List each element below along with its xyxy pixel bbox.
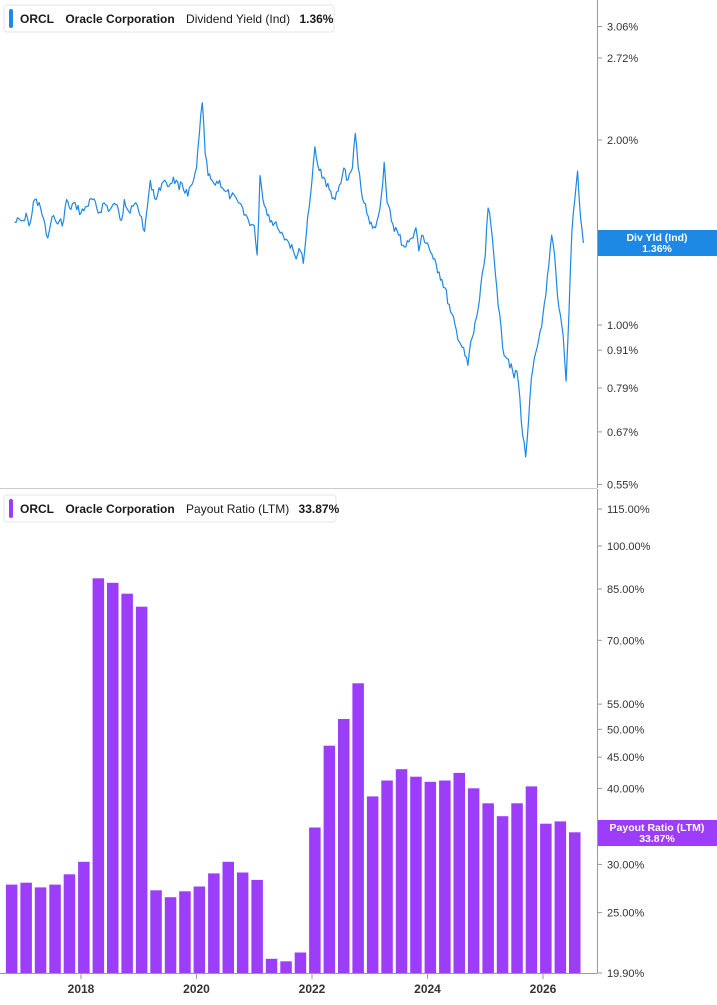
svg-text:ORCL Oracle Corporatio: ORCL Oracle Corporation Dividend Yield (…	[20, 12, 334, 26]
bottom-value-tag-box	[598, 820, 717, 846]
top-legend-box	[3, 4, 335, 33]
payout-ratio-bar[interactable]	[410, 776, 422, 973]
payout-ratio-bar[interactable]	[63, 874, 76, 973]
bottom-value-tag-label: Payout Ratio (LTM)	[610, 822, 705, 834]
payout-ratio-bars	[5, 578, 581, 974]
payout-ratio-bar[interactable]	[280, 961, 292, 973]
bottom-y-tick-label: 45.00%	[607, 752, 645, 764]
payout-ratio-bar[interactable]	[467, 788, 480, 973]
x-tick-label: 2024	[414, 982, 441, 996]
x-tick-label: 2022	[299, 982, 326, 996]
payout-ratio-bar[interactable]	[135, 606, 148, 973]
payout-ratio-bar[interactable]	[569, 832, 581, 973]
bottom-panel: 115.00% 100.00% 85.00% 70.00% 55.00% 50.00% 45…	[0, 489, 717, 996]
payout-ratio-bar[interactable]	[424, 781, 437, 973]
bottom-legend-swatch	[9, 499, 13, 518]
top-y-tick-label: 0.79%	[607, 383, 638, 395]
bottom-y-ticks: 115.00% 100.00% 85.00% 70.00% 55.00% 50.00% 45…	[597, 504, 651, 980]
top-legend: ORCL Oracle Corporation Dividend Yield (…	[3, 4, 335, 33]
payout-ratio-bar[interactable]	[366, 796, 379, 973]
payout-ratio-bar[interactable]	[439, 780, 451, 974]
bottom-legend-box	[3, 494, 337, 523]
top-y-tick-label: 2.00%	[607, 135, 638, 147]
payout-ratio-bar[interactable]	[222, 861, 235, 973]
top-value-tag-label: Div Yld (Ind)	[626, 232, 687, 244]
payout-ratio-bar[interactable]	[92, 578, 105, 973]
bottom-y-tick-label: 30.00%	[607, 859, 645, 871]
payout-ratio-bar[interactable]	[78, 861, 90, 973]
bottom-value-tag: Payout Ratio (LTM) 33.87%	[598, 820, 717, 846]
payout-ratio-bar[interactable]	[251, 879, 263, 973]
top-y-tick-label: 2.72%	[607, 53, 638, 65]
payout-ratio-bar[interactable]	[540, 823, 552, 973]
bottom-y-tick-label: 25.00%	[607, 908, 645, 920]
payout-ratio-bar[interactable]	[5, 884, 18, 973]
dividend-yield-line[interactable]	[14, 102, 584, 458]
bottom-y-tick-label: 19.90%	[607, 968, 645, 980]
payout-ratio-bar[interactable]	[164, 897, 177, 973]
top-panel: 3.06% 2.72% 2.00% 1.00% 0.91% 0.79% 0.67% 0.55%…	[0, 0, 717, 492]
payout-ratio-bar[interactable]	[179, 891, 191, 973]
bottom-y-tick-label: 50.00%	[607, 724, 645, 736]
top-y-tick-label: 0.55%	[607, 480, 638, 492]
payout-ratio-bar[interactable]	[453, 772, 466, 973]
svg-text:ORCL Oracle Corporatio: ORCL Oracle Corporation Payout Ratio (LT…	[20, 502, 340, 516]
payout-ratio-bar[interactable]	[121, 593, 133, 973]
top-legend-value: 1.36%	[299, 12, 333, 26]
bottom-legend-metric: Payout Ratio (LTM)	[186, 502, 289, 516]
bottom-y-tick-label: 115.00%	[607, 504, 650, 516]
bottom-y-tick-label: 100.00%	[607, 541, 651, 553]
x-tick-label: 2018	[68, 982, 95, 996]
top-value-tag-value: 1.36%	[642, 243, 672, 255]
bottom-y-tick-label: 85.00%	[607, 584, 645, 596]
top-legend-metric: Dividend Yield (Ind)	[186, 12, 290, 26]
bottom-legend-value: 33.87%	[299, 502, 340, 516]
bottom-legend-ticker: ORCL	[20, 502, 54, 516]
bottom-y-tick-label: 55.00%	[607, 699, 645, 711]
top-y-ticks: 3.06% 2.72% 2.00% 1.00% 0.91% 0.79% 0.67% 0.55%	[597, 21, 638, 492]
top-legend-ticker: ORCL	[20, 12, 54, 26]
top-y-tick-label: 3.06%	[607, 21, 638, 33]
payout-ratio-bar[interactable]	[20, 882, 32, 973]
payout-ratio-bar[interactable]	[352, 683, 364, 973]
bottom-legend-company: Oracle Corporation	[65, 502, 174, 516]
bottom-y-tick-label: 70.00%	[607, 635, 645, 647]
x-axis-ticks: 2018 2020 2022 2024 2026	[68, 973, 557, 996]
payout-ratio-bar[interactable]	[208, 873, 220, 973]
payout-ratio-bar[interactable]	[395, 769, 408, 973]
payout-ratio-bar[interactable]	[294, 952, 307, 974]
payout-ratio-bar[interactable]	[525, 786, 538, 973]
payout-ratio-bar[interactable]	[265, 958, 278, 973]
payout-ratio-bar[interactable]	[496, 816, 509, 973]
payout-ratio-bar[interactable]	[236, 872, 249, 974]
payout-ratio-bar[interactable]	[34, 887, 47, 973]
payout-ratio-bar[interactable]	[323, 745, 336, 973]
payout-ratio-bar[interactable]	[511, 803, 523, 973]
payout-ratio-bar[interactable]	[338, 719, 350, 973]
top-legend-company: Oracle Corporation	[65, 12, 174, 26]
top-value-tag-box	[598, 230, 717, 256]
payout-ratio-bar[interactable]	[193, 886, 206, 974]
bottom-y-tick-label: 40.00%	[607, 783, 645, 795]
payout-ratio-bar[interactable]	[150, 890, 162, 973]
payout-ratio-bar[interactable]	[482, 803, 494, 973]
x-tick-label: 2026	[530, 982, 557, 996]
bottom-legend: ORCL Oracle Corporation Payout Ratio (LT…	[3, 494, 340, 523]
payout-ratio-bar[interactable]	[49, 884, 61, 973]
top-y-tick-label: 0.91%	[607, 345, 638, 357]
payout-ratio-bar[interactable]	[309, 827, 321, 974]
bottom-value-tag-value: 33.87%	[639, 833, 675, 845]
top-y-tick-label: 1.00%	[607, 320, 638, 332]
payout-ratio-bar[interactable]	[381, 780, 393, 974]
payout-ratio-bar[interactable]	[554, 821, 567, 973]
payout-ratio-bar[interactable]	[107, 582, 119, 973]
top-y-tick-label: 0.67%	[607, 427, 638, 439]
x-tick-label: 2020	[183, 982, 210, 996]
top-value-tag: Div Yld (Ind) 1.36%	[598, 230, 717, 256]
top-legend-swatch	[9, 9, 13, 28]
